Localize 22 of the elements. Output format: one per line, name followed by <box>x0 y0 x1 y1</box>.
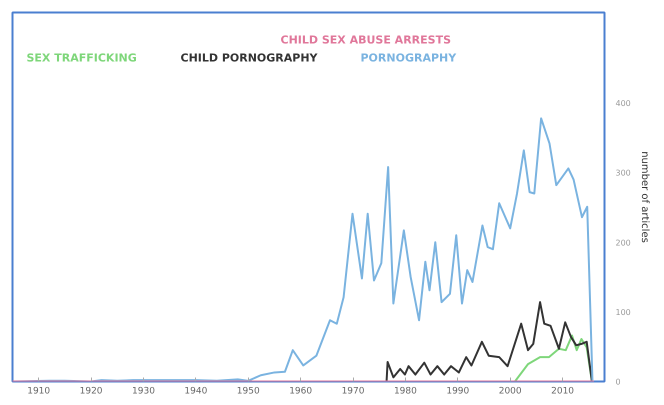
line-series <box>386 301 593 382</box>
x-tick-label: 1930 <box>132 386 156 396</box>
y-axis-title: number of articles <box>638 151 650 243</box>
y-tick-label: 300 <box>616 168 631 178</box>
x-tick-label: 1910 <box>27 386 50 396</box>
x-tick-label: 1970 <box>342 386 365 396</box>
text: SEX TRAFFICKING <box>26 52 137 64</box>
x-tick-label: 1960 <box>289 386 312 396</box>
x-tick-label: 1950 <box>236 386 260 396</box>
x-tick-label: 2000 <box>498 386 522 396</box>
y-tick-label: 200 <box>616 238 631 248</box>
x-tick-label: 1920 <box>80 386 103 396</box>
x-tick-label: 2010 <box>551 386 574 396</box>
x-tick-label: 1990 <box>446 386 470 396</box>
text: PORNOGRAPHY <box>360 52 458 64</box>
text: CHILD PORNOGRAPHY <box>180 52 319 64</box>
x-tick-label: 1980 <box>394 386 418 396</box>
y-tick-label: 400 <box>616 99 631 108</box>
x-tick-label: 1940 <box>184 386 208 396</box>
y-tick-label: 0 <box>616 378 621 386</box>
text: CHILD SEX ABUSE ARRESTS <box>280 34 452 46</box>
y-tick-label: 100 <box>616 308 631 317</box>
